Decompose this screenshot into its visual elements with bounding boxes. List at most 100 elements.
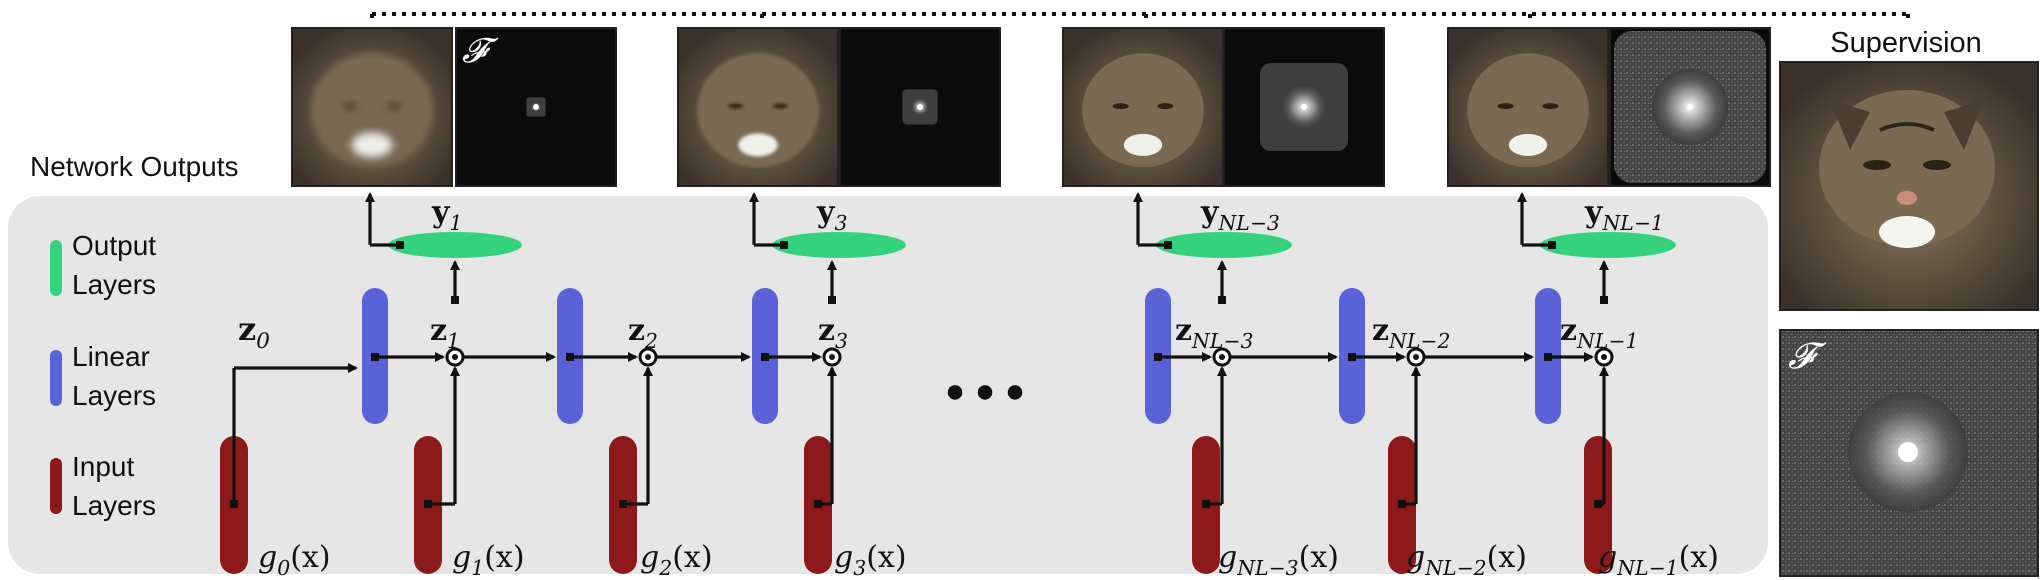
network-outputs-label: Network Outputs [30,151,239,182]
z-label-3-subscript: NL−3 [1191,329,1253,353]
top-dotted-ticks [370,14,1910,24]
output-image-3-content [1082,53,1204,168]
output-spectrum-2-dc [917,104,923,110]
legend-input-label-2: Layers [72,490,156,521]
g-label-2-subscript: 2 [658,556,672,580]
input-6-tap [1594,500,1602,508]
g-label-3-subscript: 3 [853,556,866,580]
g-label-6-subscript: NL−1 [1616,556,1678,580]
g-label-2-base: g [640,540,659,575]
output-image-1-head [311,53,433,168]
y-label-3-subscript: NL−3 [1217,211,1279,235]
z0-label-subscript: 0 [256,329,270,354]
g-label-4: gNL−3(x) [1218,540,1339,580]
z-label-4-base: z [1560,313,1577,348]
input-2-tap [619,500,627,508]
g-label-2: g2(x) [640,540,713,580]
product-node-3-core [829,354,835,360]
z-label-3: zNL−3 [1175,313,1254,353]
product-node-1-core [452,354,458,360]
output-image-4 [1447,27,1609,187]
g-label-4-subscript: NL−3 [1236,556,1298,580]
z-label-mid-2: zNL−2 [1372,313,1451,353]
output-image-4-head [1467,53,1589,168]
z-label-mid-1: z2 [628,313,658,353]
supervision-label: Supervision [1830,27,1982,59]
g-label-3: g3(x) [834,540,907,580]
g-label-1-base: g [452,540,471,575]
product-node-3 [822,347,842,367]
legend-linear-label-1: Linear [72,341,150,372]
supervision-image [1779,61,2039,311]
output-2-tap [780,241,788,249]
output-image-1-eye-right [386,103,403,110]
g-label-3-base: g [834,540,853,575]
g0-label: g0(x) [258,540,331,580]
g0-label-subscript: 0 [277,556,290,580]
y-label-2-base: y [816,195,836,230]
output-image-2-eye-left [727,103,744,110]
legend-linear-label-2: Layers [72,380,156,411]
y-label-3-base: y [1200,195,1220,230]
y-label-1-subscript: 1 [449,211,462,235]
input-5-tap [1398,500,1406,508]
output-image-1-chin [352,133,392,156]
output-image-3 [1062,27,1224,187]
product-node-1 [445,347,465,367]
product-node-6-core [1601,354,1607,360]
output-spectrum-1 [455,27,617,187]
output-image-2-chin [738,133,778,156]
network-panel [8,196,1768,574]
legend-output-label-1: Output [72,230,156,261]
input-4-tap [1202,500,1210,508]
g-label-5-argument: (x) [1487,540,1527,575]
g-label-6: gNL−1(x) [1598,540,1719,580]
z-label-1-base: z [430,313,447,348]
product-node-5-core [1413,354,1419,360]
g-label-6-base: g [1598,540,1617,575]
product-node-2 [638,347,658,367]
output-spectrum-3 [1223,27,1385,187]
output-image-3-eye-left [1112,103,1129,110]
output-image-4-eye-left [1497,103,1514,110]
legend: Output Layers Linear Layers Input Layers [50,230,156,521]
g-label-1-argument: (x) [484,540,524,575]
g-label-5-subscript: NL−2 [1424,556,1486,580]
z0-label: z0 [238,310,270,354]
y-label-1-base: y [431,195,451,230]
output-image-3-head [1082,53,1204,168]
output-layer-2 [772,232,906,258]
output-image-4-content [1467,53,1589,168]
output-spectrum-4 [1609,27,1771,187]
output-layer-4 [1540,232,1676,258]
z-label-4-subscript: NL−1 [1576,329,1638,353]
z-label-4: zNL−1 [1560,313,1639,353]
g-label-4-argument: (x) [1299,540,1339,575]
output-image-2 [677,27,839,187]
g-label-5: gNL−2(x) [1406,540,1527,580]
product-node-6 [1594,347,1614,367]
y-label-4-subscript: NL−1 [1601,211,1663,235]
g0-label-argument: (x) [290,540,330,575]
g-label-4-base: g [1218,540,1237,575]
output-image-2-content [697,53,819,168]
g-label-1: g1(x) [452,540,525,580]
g-label-1-subscript: 1 [471,556,484,580]
input-3-tap [814,500,822,508]
z-label-2: z3 [818,313,848,353]
legend-output-swatch [50,240,62,296]
ellipsis: ● ● ● [945,372,1026,410]
g-label-3-argument: (x) [866,540,906,575]
z-label-2-base: z [818,313,835,348]
output-spectrum-4-dc [1687,104,1693,110]
legend-input-label-1: Input [72,451,134,482]
output-image-1 [291,27,453,187]
y-label-2: y3 [816,195,847,235]
z-label-mid-2-subscript: NL−2 [1388,329,1450,353]
output-layer-1 [388,232,522,258]
legend-output-label-2: Layers [72,269,156,300]
z-label-mid-1-subscript: 2 [644,329,658,353]
output-image-2-head [697,53,819,168]
z-label-mid-1-base: z [628,313,645,348]
